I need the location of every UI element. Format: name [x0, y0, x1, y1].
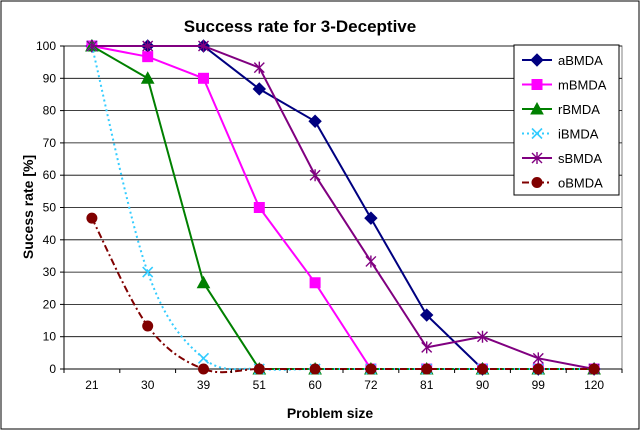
x-tick-label: 72 [364, 378, 378, 392]
data-point-obmda [421, 363, 433, 375]
data-point-rbmda [196, 275, 211, 289]
ticks: 0 10 20 30 40 50 60 70 80 90 100 21 30 39 51 60 72 81 90 99… [36, 39, 623, 392]
data-point-obmda [532, 363, 544, 375]
series-line-sbmda [91, 45, 595, 370]
data-point-sbmda [86, 40, 98, 52]
x-tick-label: 30 [141, 378, 155, 392]
x-tick-label: 21 [85, 378, 99, 392]
legend-swatch-marker [531, 79, 543, 90]
data-point-abmda [364, 211, 378, 225]
y-tick-label: 0 [49, 362, 56, 376]
series-line-obmda [91, 217, 595, 374]
data-point-obmda [142, 320, 154, 332]
data-point-obmda [309, 363, 321, 375]
data-point-mbmda [253, 202, 265, 213]
y-tick-label: 10 [43, 330, 57, 344]
data-point-sbmda [365, 255, 377, 268]
data-point-obmda [253, 363, 265, 375]
legend-swatch-marker [531, 177, 543, 188]
y-tick-label: 50 [43, 201, 57, 215]
data-point-mbmda [198, 72, 209, 84]
data-point-ibmda [197, 352, 210, 364]
y-axis-label: Sucess rate [%] [20, 155, 36, 259]
legend-swatch-marker [530, 101, 544, 115]
y-tick-label: 70 [43, 136, 57, 150]
data-point-obmda [588, 363, 600, 375]
data-point-abmda [252, 82, 267, 96]
data-point-sbmda [198, 40, 209, 52]
legend-item-mbmda: mBMDA [522, 78, 607, 93]
legend-swatch-marker [531, 152, 543, 164]
x-axis-label: Problem size [287, 405, 374, 421]
y-tick-label: 30 [43, 265, 57, 279]
legend-label: rBMDA [558, 102, 600, 117]
legend-item-ibmda: iBMDA [522, 127, 599, 142]
legend-label: sBMDA [558, 151, 602, 166]
y-tick-label: 80 [43, 104, 57, 118]
data-point-rbmda [140, 71, 155, 84]
legend-label: aBMDA [558, 53, 603, 68]
legend-item-sbmda: sBMDA [522, 151, 602, 166]
data-point-abmda [419, 308, 434, 322]
data-point-sbmda [309, 169, 321, 182]
y-tick-label: 40 [43, 233, 57, 247]
data-point-mbmda [309, 277, 321, 289]
x-tick-label: 39 [197, 378, 211, 392]
legend-item-obmda: oBMDA [522, 176, 603, 191]
data-point-sbmda [477, 330, 488, 343]
data-point-obmda [365, 363, 377, 375]
data-point-sbmda [532, 352, 544, 365]
series-obmda [86, 212, 600, 375]
data-point-sbmda [421, 341, 433, 354]
legend-label: oBMDA [558, 176, 603, 191]
y-tick-label: 100 [36, 39, 56, 53]
y-tick-label: 60 [43, 168, 57, 182]
legend-item-rbmda: rBMDA [522, 101, 600, 117]
data-point-sbmda [253, 61, 265, 74]
data-point-obmda [477, 363, 488, 375]
legend-swatch-marker [530, 53, 544, 67]
x-tick-label: 99 [532, 378, 546, 392]
data-point-mbmda [142, 51, 154, 63]
y-tick-label: 90 [43, 71, 57, 85]
legend: aBMDA mBMDA rBMDA iBMDA sBMDA oBMDA [513, 44, 620, 196]
data-point-obmda [198, 363, 209, 375]
data-point-sbmda [142, 40, 154, 52]
data-point-abmda [308, 114, 322, 128]
legend-box [513, 44, 620, 196]
legend-swatch-marker [531, 127, 543, 140]
data-point-ibmda [142, 266, 154, 278]
legend-label: iBMDA [558, 127, 599, 142]
x-tick-label: 60 [308, 378, 322, 392]
chart-title: Success rate for 3-Deceptive [184, 17, 416, 36]
x-tick-label: 120 [584, 378, 604, 392]
legend-item-abmda: aBMDA [522, 53, 603, 68]
legend-label: mBMDA [558, 78, 607, 93]
x-tick-label: 81 [420, 378, 434, 392]
x-tick-label: 51 [253, 378, 267, 392]
x-tick-label: 90 [476, 378, 490, 392]
y-tick-label: 20 [43, 297, 57, 311]
data-point-obmda [86, 212, 98, 224]
